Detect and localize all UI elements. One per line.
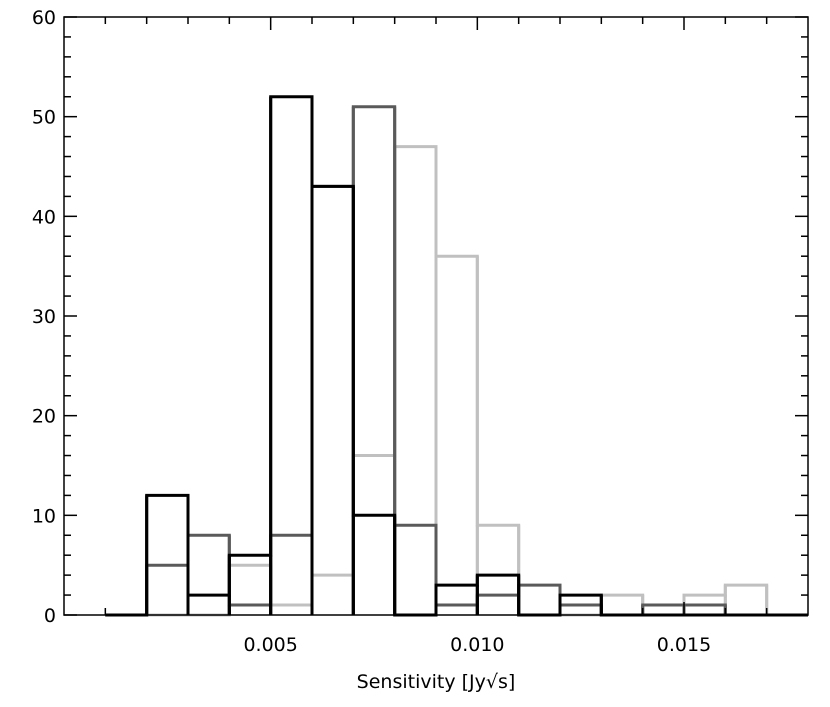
y-tick-label: 0: [44, 605, 56, 627]
histogram-series-2: [105, 105, 808, 617]
x-tick-label: 0.015: [657, 634, 711, 656]
y-tick-label: 10: [32, 505, 56, 527]
series-layer: [105, 95, 808, 617]
y-tick-label: 30: [32, 306, 56, 328]
histogram-outline: [105, 145, 808, 617]
ticks-layer: 0 10 20 30 40 50 60 0.005 0.010 0.015: [32, 7, 808, 656]
x-axis-label: Sensitivity [Jy√s]: [357, 671, 516, 693]
histogram-outline: [105, 95, 808, 617]
histogram-series-3: [105, 95, 808, 617]
x-tick-label: 0.005: [243, 634, 297, 656]
histogram-series-1: [105, 145, 808, 617]
y-tick-label: 50: [32, 107, 56, 129]
y-tick-label: 60: [32, 7, 56, 29]
y-tick-label: 40: [32, 206, 56, 228]
y-tick-label: 20: [32, 406, 56, 428]
histogram-outline: [105, 105, 808, 617]
x-tick-label: 0.010: [450, 634, 504, 656]
